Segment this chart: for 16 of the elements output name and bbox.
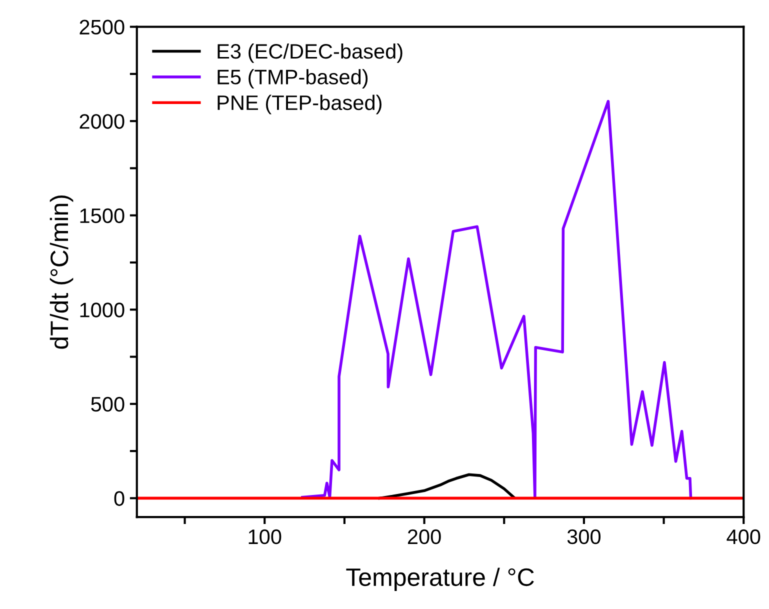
legend-label: PNE (TEP-based) <box>218 94 382 114</box>
x-tick-label: 300 <box>567 529 601 544</box>
legend-label: E5 (TMP-based) <box>218 69 368 89</box>
x-axis-title: Temperature / °C <box>346 568 534 592</box>
y-tick-label: 0 <box>114 491 124 506</box>
y-tick-label: 2000 <box>80 114 124 129</box>
x-tick-label: 400 <box>726 529 760 544</box>
x-tick-label: 200 <box>408 529 441 544</box>
line-series <box>378 473 516 500</box>
legend-label: E3 (EC/DEC-based) <box>218 43 402 63</box>
y-tick-label: 2500 <box>80 20 124 35</box>
y-tick-label: 1000 <box>80 302 124 318</box>
x-tick-label: 100 <box>248 529 282 544</box>
y-axis-title: dT/dt (°C/min) <box>50 196 74 349</box>
y-tick-label: 1500 <box>80 208 124 224</box>
y-tick-label: 500 <box>91 396 124 412</box>
